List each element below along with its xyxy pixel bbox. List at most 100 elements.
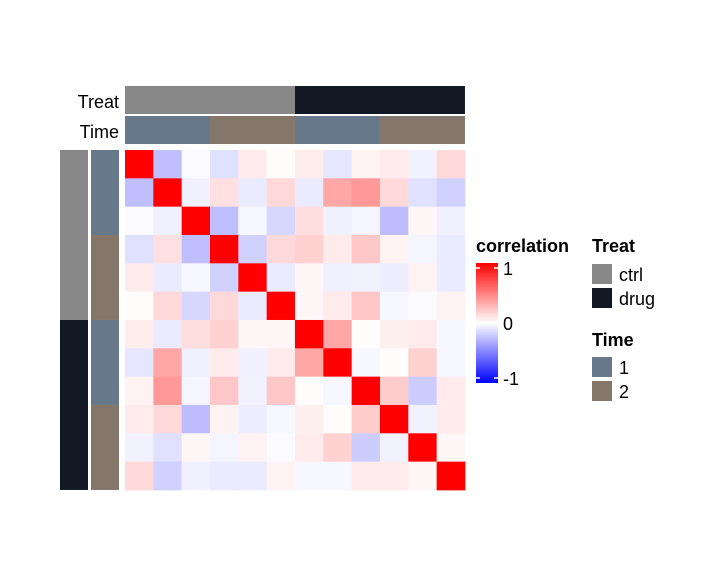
heatmap-cell	[379, 150, 409, 179]
heatmap-cell	[181, 319, 211, 349]
heatmap-cell	[125, 206, 154, 236]
top-annotation-treat-block	[294, 86, 465, 114]
heatmap-cell	[266, 319, 296, 349]
heatmap-cell	[238, 433, 268, 463]
annotation-label-treat: Treat	[78, 92, 119, 112]
heatmap-cell	[323, 348, 353, 378]
heatmap-cell	[436, 206, 466, 236]
heatmap-cell	[294, 461, 324, 491]
heatmap-cell	[351, 319, 381, 349]
heatmap-cell	[408, 461, 438, 491]
heatmap-cell	[125, 263, 154, 293]
heatmap-cell	[379, 348, 409, 378]
heatmap-cell	[436, 263, 466, 293]
heatmap-cell	[323, 206, 353, 236]
heatmap-cell	[125, 404, 154, 434]
colorbar-tick-label: -1	[503, 369, 519, 389]
heatmap-cell	[238, 234, 268, 264]
heatmap-cell	[266, 348, 296, 378]
heatmap-cell	[436, 376, 466, 406]
heatmap-cell	[125, 376, 154, 406]
left-annotation-treat-block	[60, 150, 88, 320]
heatmap-cell	[408, 291, 438, 321]
heatmap-cell	[436, 461, 466, 491]
heatmap-cell	[436, 150, 466, 179]
heatmap-cell	[323, 376, 353, 406]
heatmap-cell	[209, 178, 239, 208]
heatmap-cell	[408, 150, 438, 179]
heatmap-cell	[153, 319, 183, 349]
heatmap-cell	[323, 150, 353, 179]
heatmap-cell	[408, 376, 438, 406]
heatmap-cell	[294, 291, 324, 321]
colorbar-tick-label: 0	[503, 314, 513, 334]
heatmap-cell	[323, 178, 353, 208]
left-annotations	[60, 150, 119, 490]
heatmap-cell	[294, 433, 324, 463]
heatmap-cell	[351, 291, 381, 321]
heatmap-cell	[379, 404, 409, 434]
heatmap-cell	[323, 404, 353, 434]
heatmap-cell	[266, 206, 296, 236]
heatmap-cell	[209, 404, 239, 434]
heatmap-cell	[323, 433, 353, 463]
heatmap-cell	[153, 263, 183, 293]
heatmap-cell	[209, 206, 239, 236]
heatmap-cell	[153, 291, 183, 321]
heatmap-cell	[153, 376, 183, 406]
heatmap-cell	[125, 433, 154, 463]
heatmap-cell	[181, 178, 211, 208]
colorbar-tick-label: 1	[503, 259, 513, 279]
heatmap-cell	[408, 234, 438, 264]
heatmap-cell	[209, 376, 239, 406]
heatmap-cell	[153, 348, 183, 378]
treat-legend: Treat ctrl drug	[592, 236, 655, 309]
heatmap-cell	[351, 404, 381, 434]
heatmap-cell	[181, 404, 211, 434]
heatmap-cell	[125, 234, 154, 264]
heatmap-cell	[351, 178, 381, 208]
heatmap-cell	[351, 433, 381, 463]
top-annotations	[125, 86, 465, 144]
heatmap-cell	[294, 319, 324, 349]
heatmap-cell	[238, 461, 268, 491]
annotation-label-time: Time	[80, 122, 119, 142]
heatmap-cell	[379, 291, 409, 321]
heatmap-cell	[323, 263, 353, 293]
heatmap-cell	[436, 348, 466, 378]
heatmap-cell	[238, 206, 268, 236]
heatmap-cell	[436, 404, 466, 434]
top-annotation-time-block	[209, 116, 295, 144]
heatmap-cell	[181, 461, 211, 491]
heatmap-cell	[181, 263, 211, 293]
top-annotation-treat-block	[125, 86, 295, 114]
heatmap-cell	[181, 206, 211, 236]
heatmap-cell	[181, 376, 211, 406]
left-annotation-time-block	[91, 150, 119, 235]
heatmap-cell	[408, 433, 438, 463]
heatmap-cell	[209, 263, 239, 293]
heatmap-cell	[351, 206, 381, 236]
heatmap-cell	[294, 178, 324, 208]
heatmap-cell	[238, 376, 268, 406]
heatmap-cell	[181, 433, 211, 463]
top-annotation-time-block	[379, 116, 465, 144]
heatmap-cell	[238, 150, 268, 179]
colorbar-gradient	[476, 263, 498, 383]
heatmap-cell	[323, 319, 353, 349]
colorbar-title: correlation	[476, 236, 569, 256]
legend-swatch-ctrl	[592, 264, 612, 284]
heatmap-cell	[351, 376, 381, 406]
heatmap-cell	[436, 319, 466, 349]
left-annotation-treat-block	[60, 319, 88, 490]
heatmap-cell	[294, 150, 324, 179]
heatmap-cell	[125, 291, 154, 321]
heatmap-cell	[238, 291, 268, 321]
legend-swatch-time-2	[592, 381, 612, 401]
heatmap-cell	[153, 150, 183, 179]
legend-swatch-drug	[592, 288, 612, 308]
heatmap-cells	[125, 150, 466, 491]
heatmap-cell	[266, 433, 296, 463]
left-annotation-time-block	[91, 234, 119, 320]
